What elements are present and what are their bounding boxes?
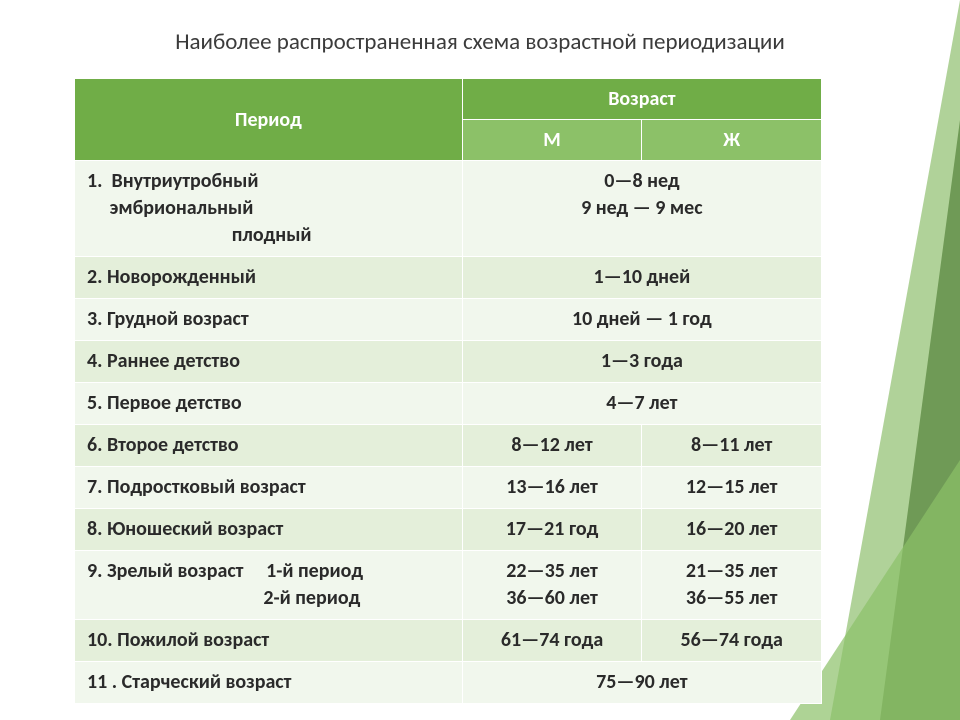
th-age: Возраст	[462, 79, 821, 120]
cell-period: 4. Раннее детство	[75, 341, 463, 383]
table-row: 9. Зрелый возраст 1-й период 2-й период2…	[75, 551, 822, 620]
cell-age-merged: 1—3 года	[462, 341, 821, 383]
table-row: 2. Новорожденный1—10 дней	[75, 257, 822, 299]
cell-age-f: 8—11 лет	[642, 425, 822, 467]
table-row: 5. Первое детство4—7 лет	[75, 383, 822, 425]
cell-age-m: 22—35 лет 36—60 лет	[462, 551, 642, 620]
cell-age-m: 61—74 года	[462, 620, 642, 662]
table-row: 1. Внутриутробный эмбриональный плодный0…	[75, 161, 822, 257]
slide-title: Наиболее распространенная схема возрастн…	[0, 28, 960, 56]
th-period: Период	[75, 79, 463, 161]
cell-period: 11 . Старческий возраст	[75, 662, 463, 704]
cell-age-merged: 0—8 нед 9 нед — 9 мес	[462, 161, 821, 257]
cell-age-merged: 1—10 дней	[462, 257, 821, 299]
slide: Наиболее распространенная схема возрастн…	[0, 0, 960, 720]
cell-period: 9. Зрелый возраст 1-й период 2-й период	[75, 551, 463, 620]
table-row: 6. Второе детство8—12 лет8—11 лет	[75, 425, 822, 467]
cell-period: 7. Подростковый возраст	[75, 467, 463, 509]
cell-age-m: 8—12 лет	[462, 425, 642, 467]
cell-period: 3. Грудной возраст	[75, 299, 463, 341]
cell-period: 6. Второе детство	[75, 425, 463, 467]
cell-age-f: 56—74 года	[642, 620, 822, 662]
cell-age-merged: 75—90 лет	[462, 662, 821, 704]
table-row: 11 . Старческий возраст75—90 лет	[75, 662, 822, 704]
table-row: 7. Подростковый возраст13—16 лет12—15 ле…	[75, 467, 822, 509]
table-row: 4. Раннее детство1—3 года	[75, 341, 822, 383]
cell-age-f: 16—20 лет	[642, 509, 822, 551]
cell-age-m: 17—21 год	[462, 509, 642, 551]
th-f: Ж	[642, 120, 822, 161]
cell-age-merged: 10 дней — 1 год	[462, 299, 821, 341]
cell-period: 8. Юношеский возраст	[75, 509, 463, 551]
cell-age-f: 21—35 лет 36—55 лет	[642, 551, 822, 620]
cell-period: 5. Первое детство	[75, 383, 463, 425]
cell-period: 1. Внутриутробный эмбриональный плодный	[75, 161, 463, 257]
cell-period: 2. Новорожденный	[75, 257, 463, 299]
table-row: 8. Юношеский возраст17—21 год16—20 лет	[75, 509, 822, 551]
cell-age-merged: 4—7 лет	[462, 383, 821, 425]
th-m: М	[462, 120, 642, 161]
cell-period: 10. Пожилой возраст	[75, 620, 463, 662]
table-body: 1. Внутриутробный эмбриональный плодный0…	[75, 161, 822, 704]
cell-age-f: 12—15 лет	[642, 467, 822, 509]
periodization-table: Период Возраст М Ж 1. Внутриутробный эмб…	[74, 78, 822, 704]
cell-age-m: 13—16 лет	[462, 467, 642, 509]
table-row: 10. Пожилой возраст61—74 года56—74 года	[75, 620, 822, 662]
table-row: 3. Грудной возраст10 дней — 1 год	[75, 299, 822, 341]
